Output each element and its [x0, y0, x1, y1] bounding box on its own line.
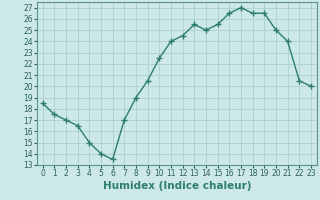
X-axis label: Humidex (Indice chaleur): Humidex (Indice chaleur) [102, 181, 251, 191]
